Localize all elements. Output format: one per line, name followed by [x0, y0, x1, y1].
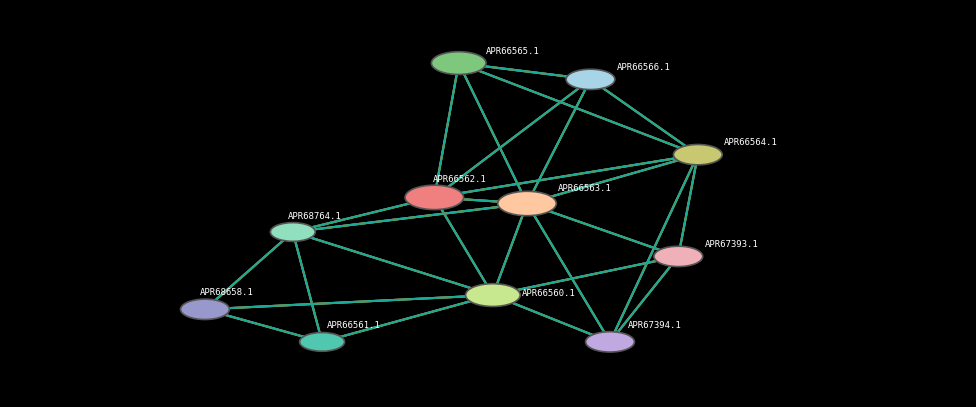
- Text: APR67393.1: APR67393.1: [705, 240, 758, 249]
- Circle shape: [466, 284, 520, 306]
- Text: APR68658.1: APR68658.1: [200, 288, 254, 297]
- Circle shape: [654, 246, 703, 267]
- Circle shape: [566, 69, 615, 90]
- Text: APR66566.1: APR66566.1: [617, 63, 671, 72]
- Text: APR66560.1: APR66560.1: [522, 289, 576, 298]
- Text: APR66563.1: APR66563.1: [558, 184, 612, 193]
- Circle shape: [300, 333, 345, 351]
- Circle shape: [431, 52, 486, 74]
- Circle shape: [673, 144, 722, 165]
- Text: APR66561.1: APR66561.1: [327, 321, 381, 330]
- Circle shape: [498, 191, 556, 216]
- Circle shape: [181, 299, 229, 319]
- Text: APR67394.1: APR67394.1: [628, 321, 681, 330]
- Text: APR66564.1: APR66564.1: [724, 138, 778, 147]
- Circle shape: [270, 223, 315, 241]
- Text: APR66562.1: APR66562.1: [432, 175, 486, 184]
- Circle shape: [405, 185, 464, 210]
- Circle shape: [586, 332, 634, 352]
- Text: APR68764.1: APR68764.1: [288, 212, 342, 221]
- Text: APR66565.1: APR66565.1: [486, 47, 540, 56]
